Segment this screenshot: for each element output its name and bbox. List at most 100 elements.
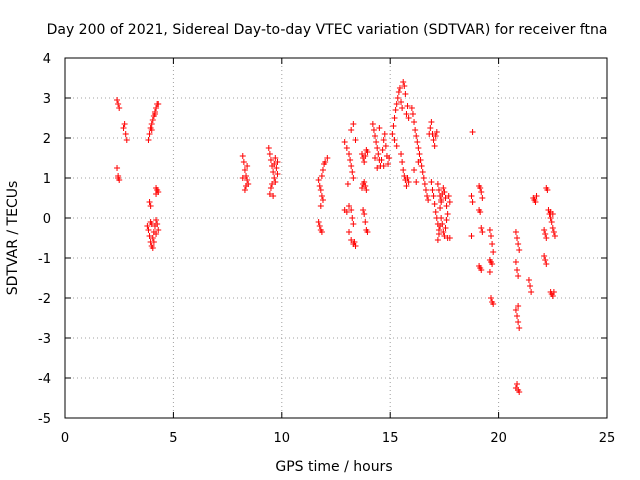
data-point [409, 111, 416, 117]
data-point [478, 189, 485, 195]
data-point [403, 111, 410, 117]
data-point [114, 165, 121, 171]
data-point [381, 131, 388, 137]
data-point [272, 179, 279, 185]
data-point [399, 159, 406, 165]
data-point [428, 179, 435, 185]
data-points [114, 79, 558, 395]
data-point [404, 103, 411, 109]
data-point [429, 131, 436, 137]
data-point [434, 181, 441, 187]
data-point [317, 187, 324, 193]
data-point [550, 229, 557, 235]
data-point [122, 131, 129, 137]
data-point [149, 117, 156, 123]
data-point [394, 95, 401, 101]
data-point [271, 161, 278, 167]
data-point [389, 131, 396, 137]
data-point [324, 155, 331, 161]
data-point [405, 179, 412, 185]
data-point [155, 227, 162, 233]
data-point [322, 159, 329, 165]
data-point [315, 219, 322, 225]
data-point [145, 227, 152, 233]
data-point [244, 177, 251, 183]
data-point [439, 221, 446, 227]
data-point [318, 193, 325, 199]
data-point [146, 199, 153, 205]
data-point [419, 169, 426, 175]
y-tick-label: 4 [43, 52, 51, 67]
data-point [549, 225, 556, 231]
data-point [418, 163, 425, 169]
data-point [352, 243, 359, 249]
data-point [440, 229, 447, 235]
data-point [318, 173, 325, 179]
data-point [265, 145, 272, 151]
y-axis-title: SDTVAR / TECUs [5, 181, 21, 296]
data-point [512, 259, 519, 265]
data-point [361, 211, 368, 217]
data-point [541, 253, 548, 259]
data-point [392, 107, 399, 113]
data-point [486, 269, 493, 275]
data-point [359, 185, 366, 191]
data-point [144, 223, 151, 229]
data-point [267, 157, 274, 163]
data-point [401, 83, 408, 89]
data-point [380, 163, 387, 169]
data-point [347, 157, 354, 163]
data-point [533, 193, 540, 199]
data-point [375, 151, 382, 157]
data-point [404, 175, 411, 181]
data-point [514, 313, 521, 319]
data-point [398, 99, 405, 105]
data-point [374, 145, 381, 151]
data-point [441, 189, 448, 195]
data-point [468, 233, 475, 239]
data-point [318, 229, 325, 235]
data-point [512, 385, 519, 391]
data-point [270, 169, 277, 175]
data-point [431, 201, 438, 207]
data-point [266, 151, 273, 157]
data-point [241, 167, 248, 173]
data-point [445, 193, 452, 199]
data-point [382, 143, 389, 149]
data-point [344, 181, 351, 187]
data-point [478, 225, 485, 231]
data-point [391, 137, 398, 143]
data-point [479, 229, 486, 235]
data-point [385, 161, 392, 167]
data-point [360, 207, 367, 213]
data-point [346, 229, 353, 235]
y-tick-label: -3 [38, 332, 51, 347]
x-tick-label: 5 [169, 431, 177, 446]
data-point [551, 233, 558, 239]
data-point [444, 211, 451, 217]
data-point [349, 169, 356, 175]
y-tick-label: -4 [38, 372, 51, 387]
data-point [269, 181, 276, 187]
data-point [430, 193, 437, 199]
data-point [516, 325, 523, 331]
data-point [549, 293, 556, 299]
data-point [542, 231, 549, 237]
data-point [421, 181, 428, 187]
data-point [363, 187, 370, 193]
data-point [398, 151, 405, 157]
data-point [391, 115, 398, 121]
data-point [514, 267, 521, 273]
data-point [437, 205, 444, 211]
data-point [477, 185, 484, 191]
data-point [317, 203, 324, 209]
data-point [414, 139, 421, 145]
data-point [241, 187, 248, 193]
data-point [346, 203, 353, 209]
y-tick-label: 1 [43, 172, 51, 187]
data-point [486, 227, 493, 233]
x-tick-label: 10 [274, 431, 291, 446]
data-point [350, 221, 357, 227]
data-point [270, 193, 277, 199]
data-point [348, 127, 355, 133]
